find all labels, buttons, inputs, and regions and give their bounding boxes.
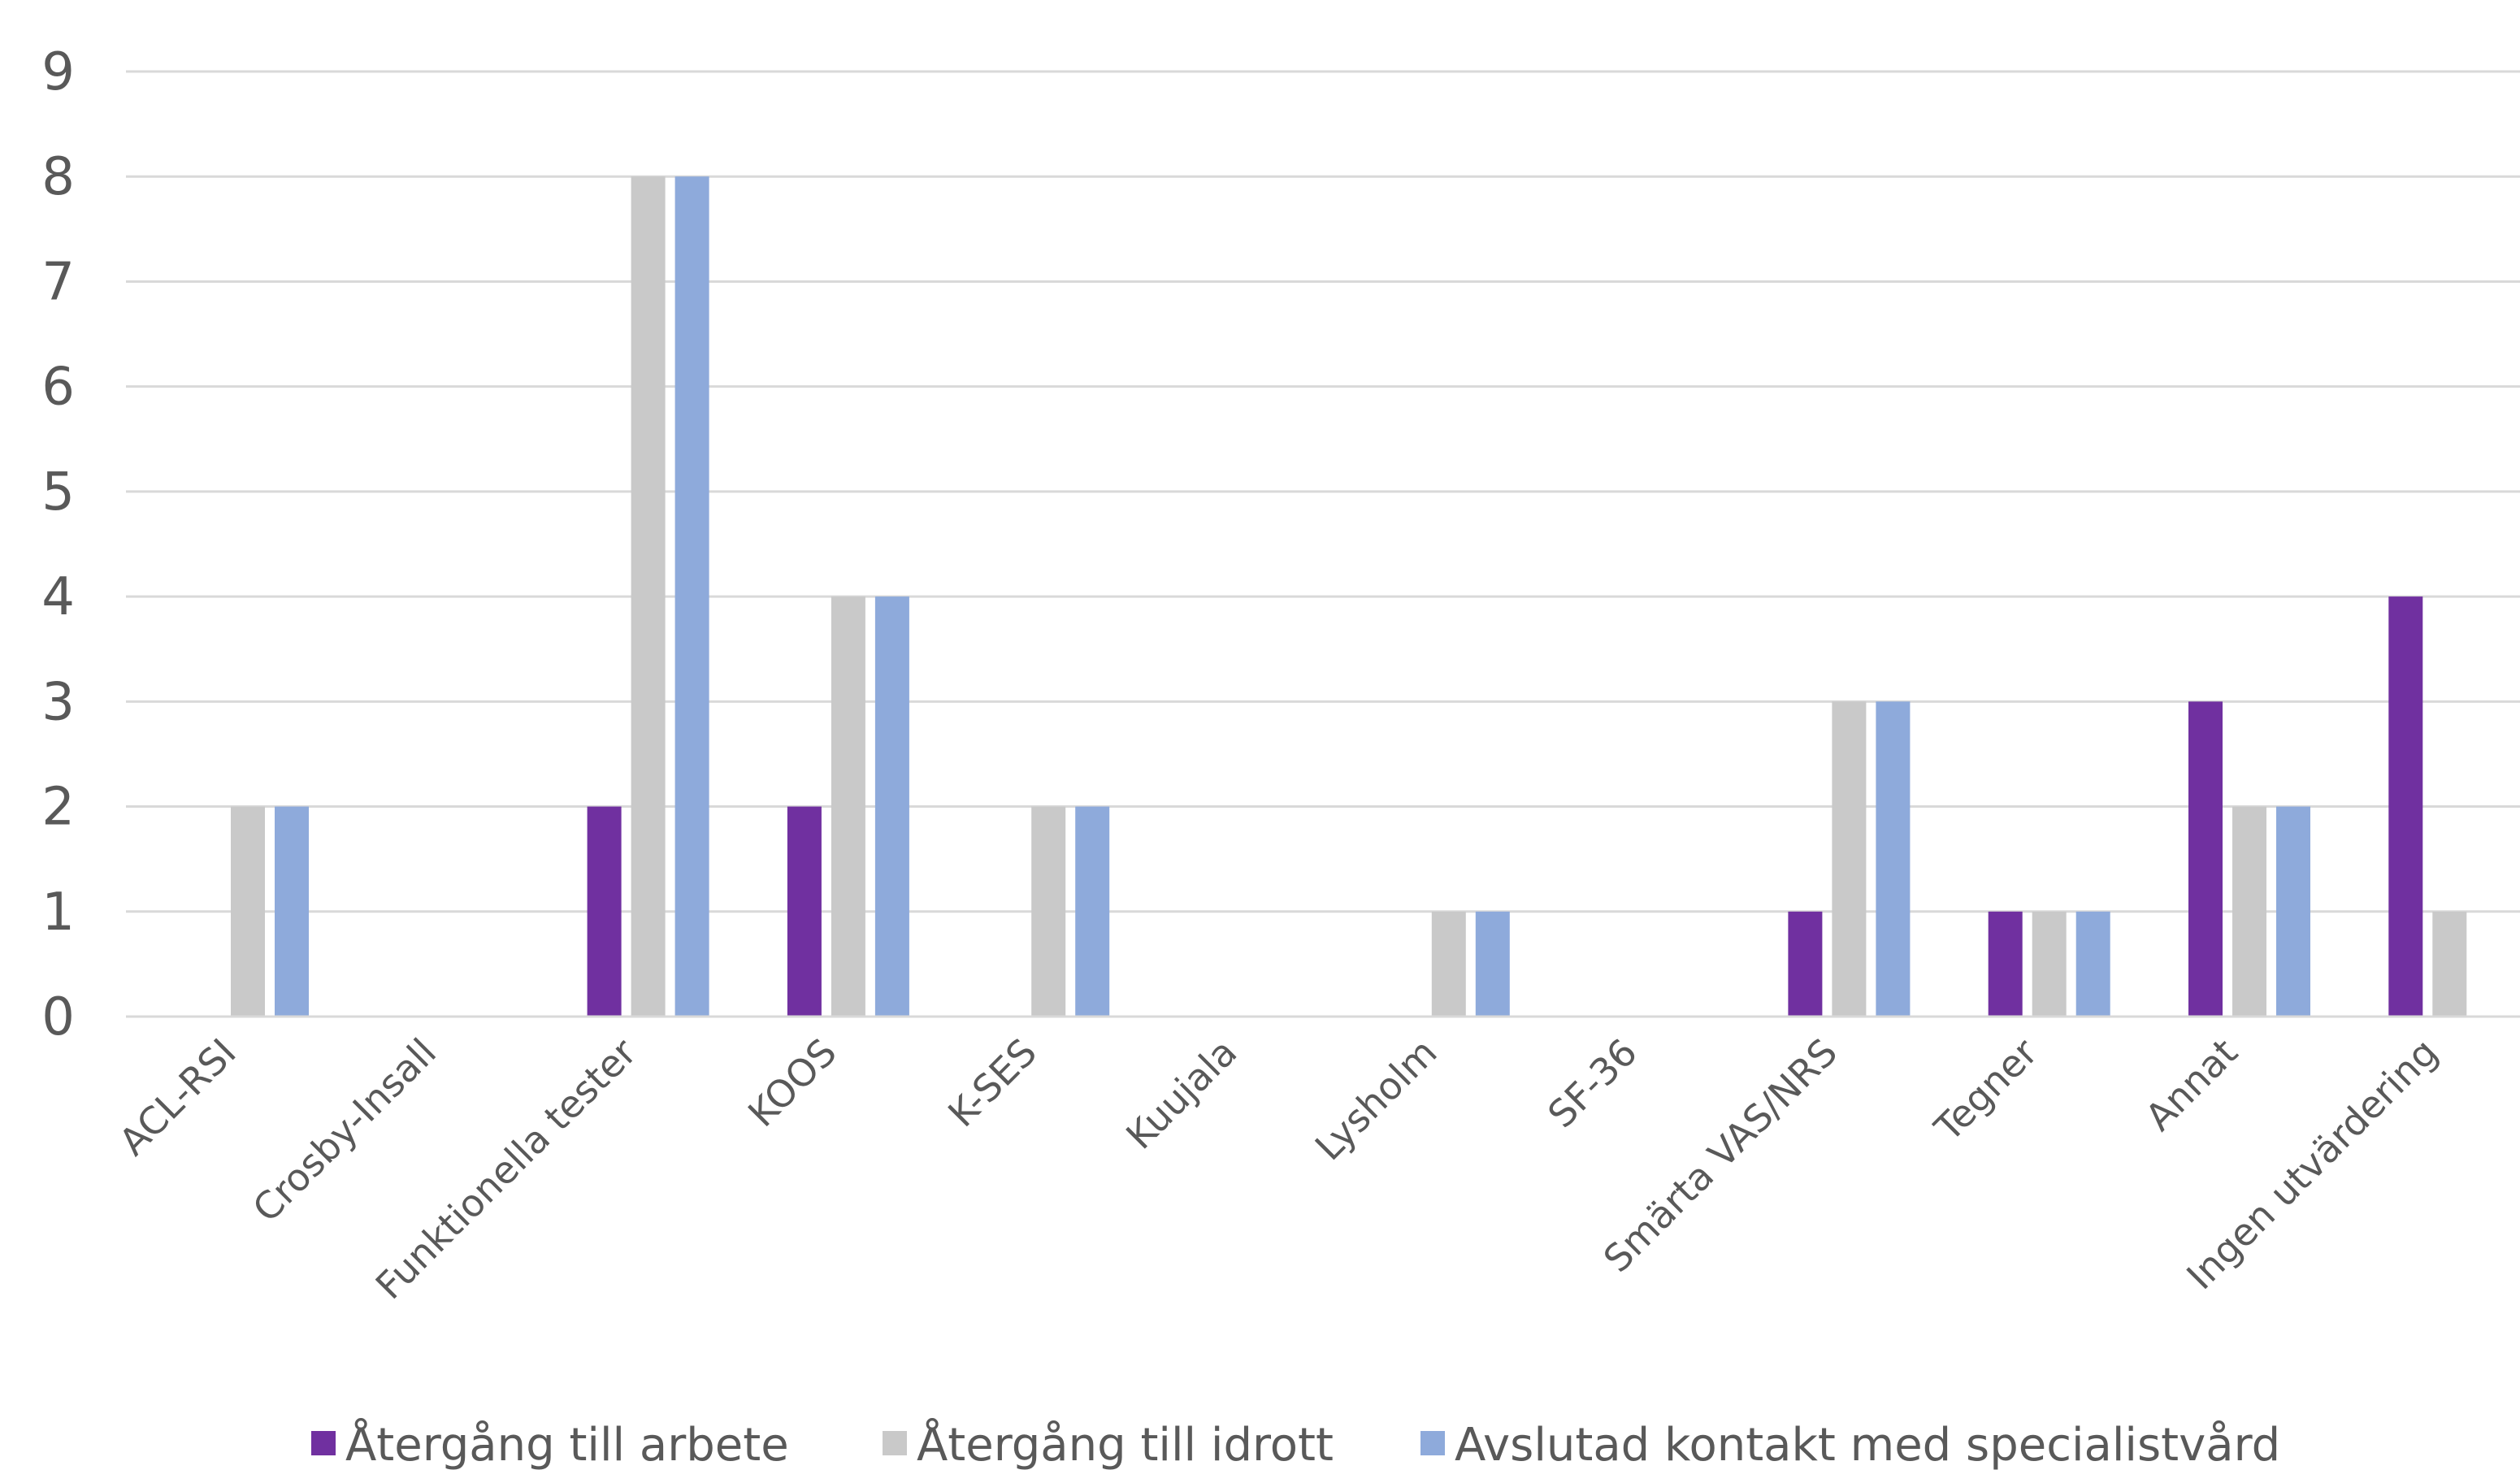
y-tick-label: 5 [41, 462, 75, 523]
bar [631, 176, 666, 1017]
bar [2075, 911, 2110, 1017]
bar [1031, 806, 1066, 1017]
y-tick-label: 2 [41, 778, 75, 838]
x-tick-label: SF-36 [1539, 1030, 1646, 1137]
bar [787, 806, 822, 1017]
bar [2276, 806, 2310, 1017]
bar [1988, 911, 2023, 1017]
legend-swatch [1420, 1431, 1445, 1455]
legend-label: Återgång till idrott [917, 1418, 1334, 1472]
x-tick-label: ACL-RSI [111, 1030, 245, 1164]
x-tick-label: Tegner [1926, 1030, 2046, 1151]
y-tick-label: 9 [41, 42, 75, 102]
bar [831, 596, 865, 1017]
bar [1431, 911, 1466, 1017]
x-tick-label: Annat [2136, 1030, 2245, 1139]
bar [1876, 701, 1911, 1017]
y-tick-label: 1 [41, 882, 75, 943]
bar [1075, 806, 1110, 1017]
bar [231, 806, 265, 1017]
legend-item: Återgång till idrott [883, 1418, 1334, 1472]
x-tick-label: KOOS [740, 1030, 845, 1136]
bar [1788, 911, 1823, 1017]
legend-swatch [311, 1431, 336, 1455]
bar [674, 176, 709, 1017]
bar [2432, 911, 2467, 1017]
bar [2032, 911, 2067, 1017]
y-tick-label: 8 [41, 147, 75, 207]
y-tick-label: 3 [41, 672, 75, 732]
x-tick-label: Crosby-Insall [244, 1030, 445, 1231]
bars [231, 176, 2467, 1017]
legend-label: Avslutad kontakt med specialistvård [1455, 1419, 2280, 1472]
bar [2188, 701, 2223, 1017]
bar [2232, 806, 2266, 1017]
y-tick-label: 6 [41, 358, 75, 418]
y-tick-label: 0 [41, 987, 75, 1047]
bar [587, 806, 622, 1017]
x-tick-label: Lysholm [1307, 1030, 1446, 1169]
y-tick-label: 7 [41, 252, 75, 312]
legend-item: Avslutad kontakt med specialistvård [1420, 1419, 2280, 1472]
legend-label: Återgång till arbete [345, 1418, 789, 1472]
legend-swatch [883, 1431, 907, 1455]
bar [1475, 911, 1510, 1017]
y-tick-label: 4 [41, 567, 75, 627]
x-tick-label: K-SES [939, 1030, 1045, 1136]
x-tick-label: Kuujala [1117, 1030, 1245, 1158]
gridlines [126, 70, 2520, 913]
legend-item: Återgång till arbete [311, 1418, 789, 1472]
bar [275, 806, 309, 1017]
bar [2388, 596, 2423, 1017]
bar [874, 596, 909, 1017]
y-axis-tick-labels: 0 1 2 3 4 5 6 7 8 9 [41, 42, 75, 1047]
bar [1832, 701, 1867, 1017]
legend: Återgång till arbete Återgång till idrott… [311, 1418, 2280, 1472]
